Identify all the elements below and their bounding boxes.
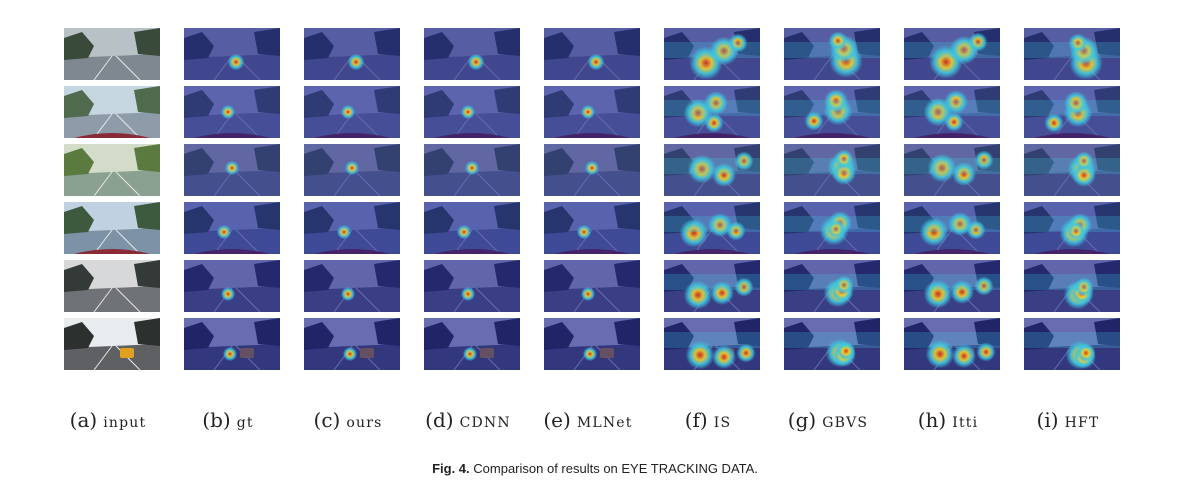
- saliency-map: [784, 86, 880, 138]
- input-frame: [64, 318, 160, 370]
- saliency-map: [784, 260, 880, 312]
- column-tag: (f): [684, 408, 708, 432]
- saliency-map: [424, 318, 520, 370]
- saliency-map: [664, 144, 760, 196]
- column-label-gt: (b) gt: [168, 408, 288, 432]
- column-tag: (g): [787, 408, 817, 432]
- saliency-map: [1024, 318, 1120, 370]
- column-name: Itti: [952, 415, 979, 431]
- saliency-map: [544, 28, 640, 80]
- saliency-map: [664, 318, 760, 370]
- saliency-map: [184, 144, 280, 196]
- caption-text: Comparison of results on EYE TRACKING DA…: [473, 461, 758, 476]
- saliency-map: [664, 28, 760, 80]
- saliency-map: [1024, 86, 1120, 138]
- saliency-map: [424, 28, 520, 80]
- saliency-map: [184, 202, 280, 254]
- saliency-map: [1024, 144, 1120, 196]
- saliency-map: [784, 202, 880, 254]
- saliency-map: [304, 318, 400, 370]
- saliency-map: [664, 202, 760, 254]
- column-name: gt: [236, 415, 254, 431]
- saliency-map: [544, 144, 640, 196]
- column-label-input: (a) input: [48, 408, 168, 432]
- column-name: GBVS: [822, 415, 869, 431]
- input-frame: [64, 144, 160, 196]
- column-name: CDNN: [459, 415, 511, 431]
- saliency-map: [1024, 28, 1120, 80]
- saliency-map: [784, 144, 880, 196]
- saliency-map: [304, 144, 400, 196]
- saliency-map: [664, 86, 760, 138]
- column-tag: (i): [1036, 408, 1059, 432]
- column-label-itti: (h) Itti: [888, 408, 1008, 432]
- results-grid: [62, 28, 1122, 370]
- column-tag: (d): [425, 408, 454, 432]
- column-name: HFT: [1064, 415, 1100, 431]
- saliency-map: [184, 260, 280, 312]
- column-label-gbvs: (g) GBVS: [768, 408, 888, 432]
- saliency-map: [544, 202, 640, 254]
- figure-caption: Fig. 4. Comparison of results on EYE TRA…: [0, 461, 1190, 476]
- column-name: MLNet: [576, 415, 633, 431]
- saliency-map: [304, 86, 400, 138]
- column-label-is: (f) IS: [648, 408, 768, 432]
- saliency-map: [544, 318, 640, 370]
- saliency-map: [544, 86, 640, 138]
- column-tag: (a): [69, 408, 98, 432]
- column-label-cdnn: (d) CDNN: [408, 408, 528, 432]
- column-name: IS: [713, 415, 732, 431]
- saliency-map: [904, 318, 1000, 370]
- saliency-map: [544, 260, 640, 312]
- saliency-map: [184, 318, 280, 370]
- input-frame: [64, 28, 160, 80]
- saliency-map: [904, 202, 1000, 254]
- saliency-map: [1024, 260, 1120, 312]
- column-name: input: [103, 415, 147, 431]
- saliency-map: [424, 202, 520, 254]
- column-label-hft: (i) HFT: [1008, 408, 1128, 432]
- saliency-map: [304, 202, 400, 254]
- saliency-map: [784, 28, 880, 80]
- saliency-map: [424, 86, 520, 138]
- input-frame: [64, 86, 160, 138]
- saliency-map: [1024, 202, 1120, 254]
- saliency-map: [184, 28, 280, 80]
- saliency-map: [904, 260, 1000, 312]
- saliency-map: [904, 28, 1000, 80]
- saliency-map: [904, 144, 1000, 196]
- column-label-ours: (c) ours: [288, 408, 408, 432]
- column-tag: (c): [313, 408, 341, 432]
- saliency-map: [304, 28, 400, 80]
- saliency-map: [424, 144, 520, 196]
- saliency-map: [664, 260, 760, 312]
- column-tag: (h): [917, 408, 947, 432]
- saliency-map: [184, 86, 280, 138]
- saliency-map: [304, 260, 400, 312]
- saliency-map: [424, 260, 520, 312]
- saliency-map: [904, 86, 1000, 138]
- column-label-mlnet: (e) MLNet: [528, 408, 648, 432]
- column-tag: (b): [202, 408, 231, 432]
- input-frame: [64, 260, 160, 312]
- saliency-map: [784, 318, 880, 370]
- input-frame: [64, 202, 160, 254]
- column-tag: (e): [543, 408, 571, 432]
- caption-fig-label: Fig. 4.: [432, 461, 470, 476]
- column-name: ours: [346, 415, 383, 431]
